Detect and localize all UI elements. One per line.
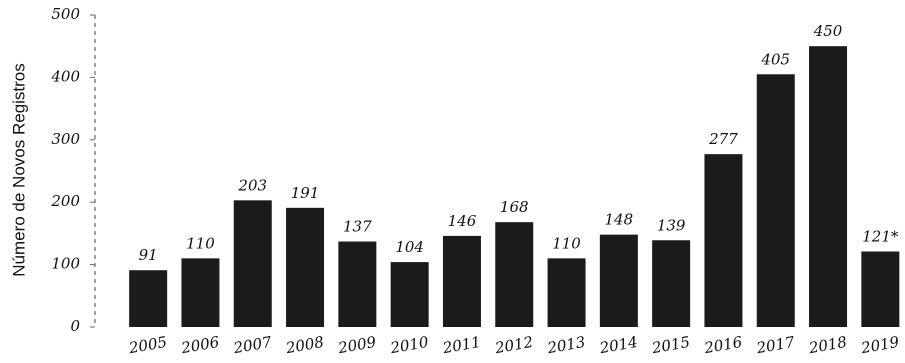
x-tick-label: 2018 (807, 333, 849, 358)
bar (495, 222, 534, 327)
x-tick-label: 2009 (336, 333, 378, 358)
bar (286, 207, 325, 327)
x-tick-label: 2006 (179, 333, 221, 358)
y-tick-label: 400 (50, 67, 80, 85)
x-tick-label: 2013 (545, 333, 587, 358)
y-tick-label: 100 (51, 255, 80, 273)
bar (599, 234, 638, 327)
bar (861, 251, 900, 327)
value-label: 148 (605, 211, 634, 229)
x-tick-label: 2015 (650, 333, 692, 358)
bar (338, 241, 377, 327)
bar (652, 240, 691, 327)
bar (233, 200, 272, 327)
value-label: 146 (448, 212, 477, 230)
value-label: 139 (657, 216, 686, 234)
value-label: 405 (760, 50, 790, 68)
x-tick-label: 2010 (388, 333, 430, 358)
bar (704, 154, 743, 327)
y-tick-label: 200 (50, 192, 80, 210)
value-label: 203 (237, 176, 267, 194)
x-tick-label: 2017 (754, 333, 796, 358)
bar (442, 235, 481, 327)
value-label: 450 (813, 22, 843, 40)
value-label: 91 (139, 246, 158, 264)
x-tick-label: 2007 (231, 333, 273, 358)
x-tick-label: 2014 (597, 333, 639, 358)
x-tick-label: 2005 (127, 333, 169, 358)
value-label: 277 (708, 130, 738, 148)
value-label: 110 (552, 234, 581, 252)
bar (547, 258, 586, 327)
value-label: 121* (862, 227, 899, 245)
value-label: 168 (500, 198, 529, 216)
bar (129, 270, 168, 327)
x-tick-label: 2016 (702, 333, 744, 358)
x-tick-label: 2008 (284, 333, 326, 358)
value-label: 104 (395, 238, 424, 256)
y-tick-label: 300 (51, 130, 80, 148)
y-tick-label: 500 (51, 5, 80, 23)
y-tick-label: 0 (70, 317, 80, 335)
bar (181, 258, 220, 327)
value-label: 110 (186, 234, 215, 252)
bar (756, 74, 795, 327)
value-label: 137 (343, 218, 372, 236)
value-label: 191 (291, 184, 320, 202)
bar (390, 262, 429, 327)
y-axis-title: Número de Novos Registros (9, 63, 28, 277)
x-tick-label: 2011 (440, 333, 482, 358)
bar (809, 46, 848, 327)
x-tick-label: 2012 (493, 333, 535, 358)
x-tick-label: 2019 (859, 333, 901, 358)
